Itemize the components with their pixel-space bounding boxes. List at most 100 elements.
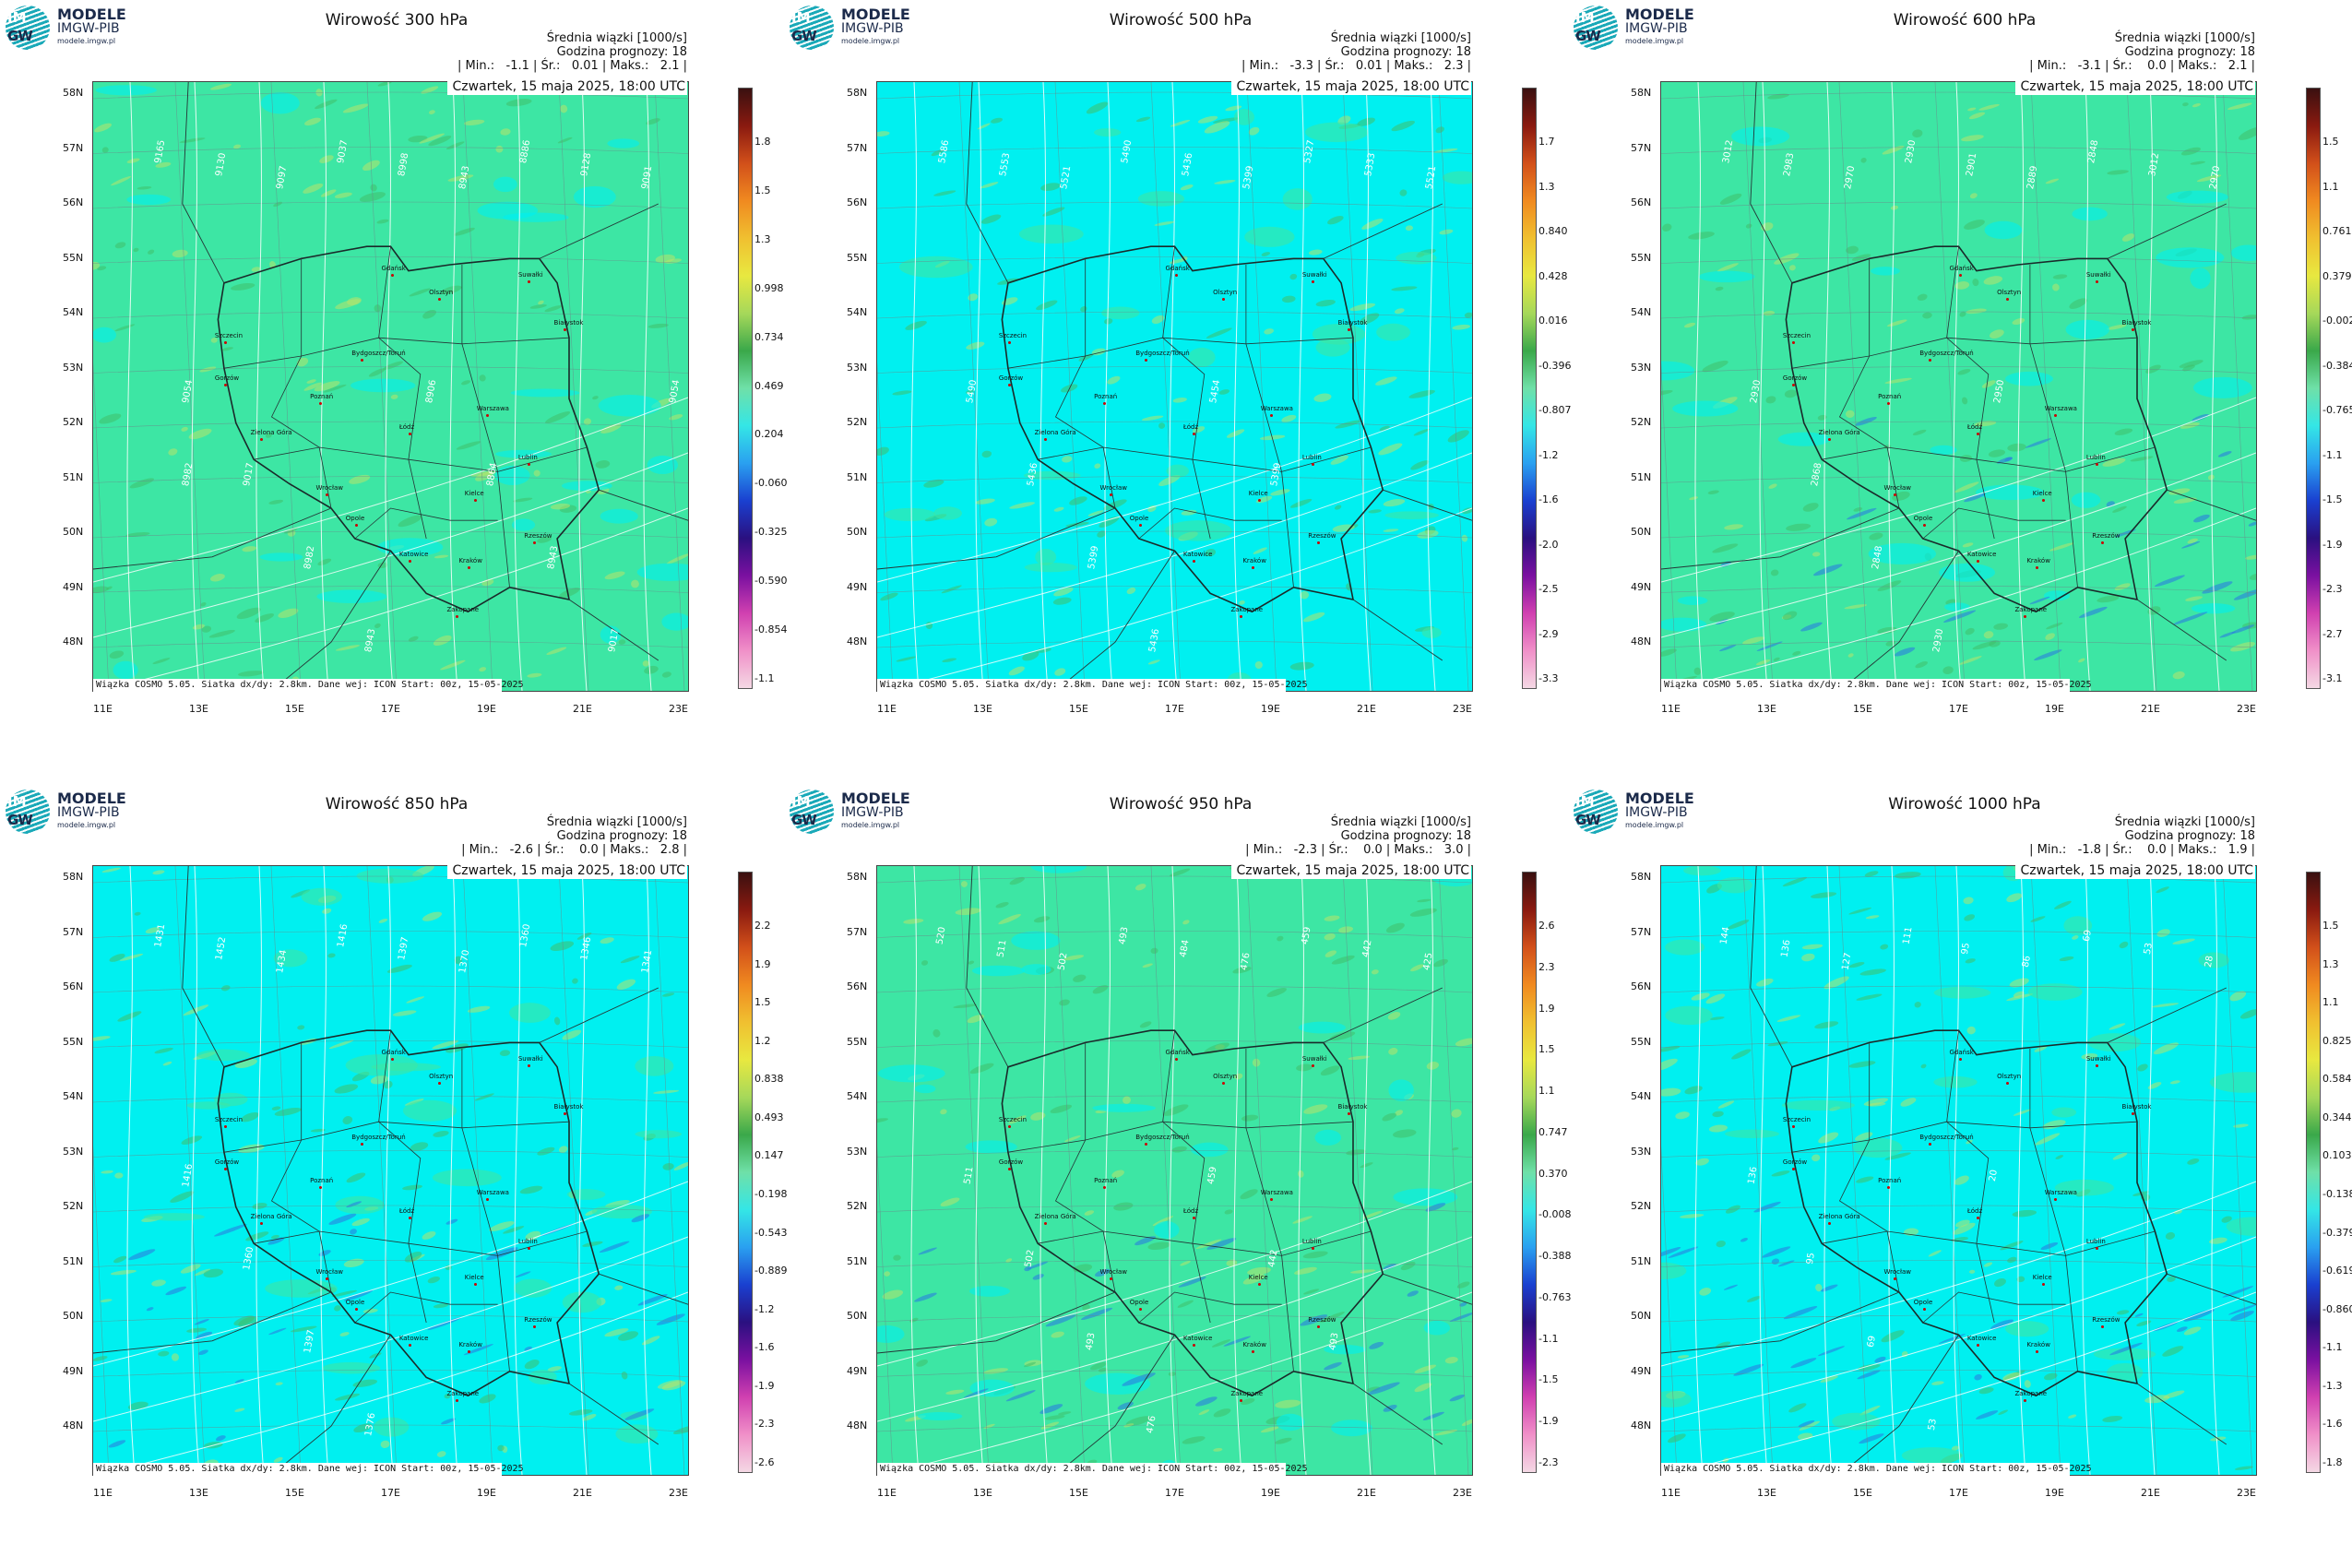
vorticity-patch — [1289, 273, 1298, 280]
longitude-label: 19E — [1261, 1487, 1280, 1499]
vorticity-patch — [1933, 1075, 1978, 1088]
vorticity-patch — [1844, 604, 1868, 610]
vorticity-patch — [265, 1279, 338, 1298]
vorticity-patch — [93, 261, 101, 270]
vorticity-patch — [963, 1388, 989, 1398]
vorticity-patch — [2156, 929, 2170, 937]
country-border — [568, 599, 659, 661]
vorticity-patch — [525, 1230, 541, 1241]
vorticity-patch — [661, 612, 688, 631]
map-panel: IM GW MODELE IMGW-PIB modele.imgw.pl Wirowość… — [1568, 0, 2352, 784]
vorticity-patch — [983, 1368, 1009, 1374]
vorticity-patch — [1234, 1073, 1243, 1080]
city-marker — [1958, 1058, 1962, 1061]
longitude-line — [654, 866, 685, 1475]
city-marker — [223, 383, 227, 386]
vorticity-patch — [145, 927, 160, 934]
vorticity-patch — [278, 608, 299, 618]
city-marker — [1192, 560, 1195, 564]
map-panel: IM GW MODELE IMGW-PIB modele.imgw.pl Wirowość… — [784, 784, 1572, 1568]
vorticity-patch — [152, 658, 171, 665]
vorticity-patch — [1848, 1061, 1876, 1068]
longitude-line — [1342, 82, 1373, 691]
latitude-line — [93, 1095, 688, 1103]
vorticity-patch — [1011, 931, 1061, 950]
logo-line-1: MODELE — [57, 6, 126, 23]
city-marker — [408, 432, 411, 435]
vorticity-patch — [1771, 1170, 1790, 1177]
imgw-logo: IM GW MODELE IMGW-PIB modele.imgw.pl — [6, 790, 144, 834]
city-marker — [1929, 359, 1932, 362]
poland-border — [1785, 245, 2168, 613]
vorticity-patch — [1097, 530, 1107, 538]
city-marker — [2095, 279, 2098, 283]
vorticity-patch — [945, 1389, 965, 1395]
mean-label: Średnia wiązki [1000/s] — [2114, 815, 2255, 829]
city-label: Rzeszów — [1308, 1316, 1336, 1324]
vorticity-patch — [599, 1241, 630, 1253]
city-marker — [223, 1124, 227, 1128]
city-label: Suwałki — [1301, 1054, 1327, 1063]
vorticity-patch — [133, 247, 139, 253]
latitude-label: 54N — [847, 306, 868, 318]
longitude-line — [366, 866, 398, 1475]
colorbar-tick: -3.3 — [1538, 672, 1559, 684]
vorticity-patch — [334, 1393, 361, 1401]
vorticity-patch — [1989, 640, 2001, 647]
vorticity-patch — [1313, 393, 1332, 402]
vorticity-patch — [126, 158, 140, 164]
vorticity-patch — [637, 1294, 668, 1306]
vorticity-patch — [1464, 312, 1472, 318]
vorticity-patch — [1930, 445, 1957, 456]
geopotential-contour — [643, 82, 652, 691]
vorticity-patch — [568, 1409, 593, 1416]
logo-mark-bottom: GW — [1575, 812, 1601, 828]
vorticity-patch — [1357, 117, 1375, 126]
city-marker — [2095, 1063, 2098, 1067]
colorbar-tick: -1.9 — [1538, 1415, 1559, 1428]
city-label: Zakopane — [1230, 605, 1264, 613]
vorticity-patch — [514, 1278, 552, 1298]
vorticity-patch — [463, 1344, 493, 1356]
vorticity-patch — [1954, 281, 1970, 290]
vorticity-patch — [406, 996, 425, 1004]
geopotential-contour — [191, 866, 200, 1475]
vorticity-patch — [1024, 563, 1077, 573]
logo-mark-bottom: GW — [7, 28, 33, 44]
latitude-line — [1661, 1314, 2256, 1323]
vorticity-patch — [1211, 1339, 1231, 1348]
longitude-line — [270, 82, 302, 691]
colorbar-tick: -2.3 — [1538, 1456, 1559, 1468]
city-label: Zielona Góra — [1818, 429, 1860, 437]
vorticity-patch — [1978, 1387, 1994, 1395]
colorbar-tick: 0.747 — [1538, 1125, 1568, 1138]
vorticity-patch — [233, 144, 242, 149]
vorticity-patch — [1705, 993, 1726, 1004]
vorticity-patch — [1375, 376, 1397, 386]
vorticity-patch — [234, 1379, 244, 1384]
vorticity-patch — [1032, 1274, 1044, 1280]
country-border — [93, 507, 332, 570]
vorticity-patch — [1675, 1111, 1690, 1120]
city-label: Łódź — [1182, 422, 1199, 431]
mean-label: Średnia wiązki [1000/s] — [1330, 815, 1471, 829]
latitude-label: 48N — [63, 636, 84, 647]
voivodeship-border — [1922, 1291, 2066, 1324]
vorticity-patch — [1111, 1170, 1124, 1178]
vorticity-patch — [101, 147, 109, 153]
imgw-logo: IM GW MODELE IMGW-PIB modele.imgw.pl — [6, 6, 144, 50]
city-label: Białystok — [2121, 1103, 2152, 1111]
vorticity-patch — [572, 978, 578, 984]
vorticity-patch — [316, 589, 387, 604]
vorticity-patch — [1922, 312, 1932, 319]
colorbar-tick: -0.763 — [1538, 1290, 1572, 1303]
vorticity-patch — [342, 1116, 353, 1125]
latitude-label: 56N — [63, 980, 84, 992]
vorticity-patch — [1194, 1396, 1218, 1407]
colorbar-tick: 1.2 — [754, 1034, 771, 1047]
vorticity-patch — [1695, 1158, 1709, 1166]
vorticity-patch — [2233, 1123, 2249, 1128]
vorticity-patch — [2172, 671, 2185, 680]
city-marker — [2095, 462, 2098, 466]
vorticity-patch — [383, 1080, 393, 1089]
